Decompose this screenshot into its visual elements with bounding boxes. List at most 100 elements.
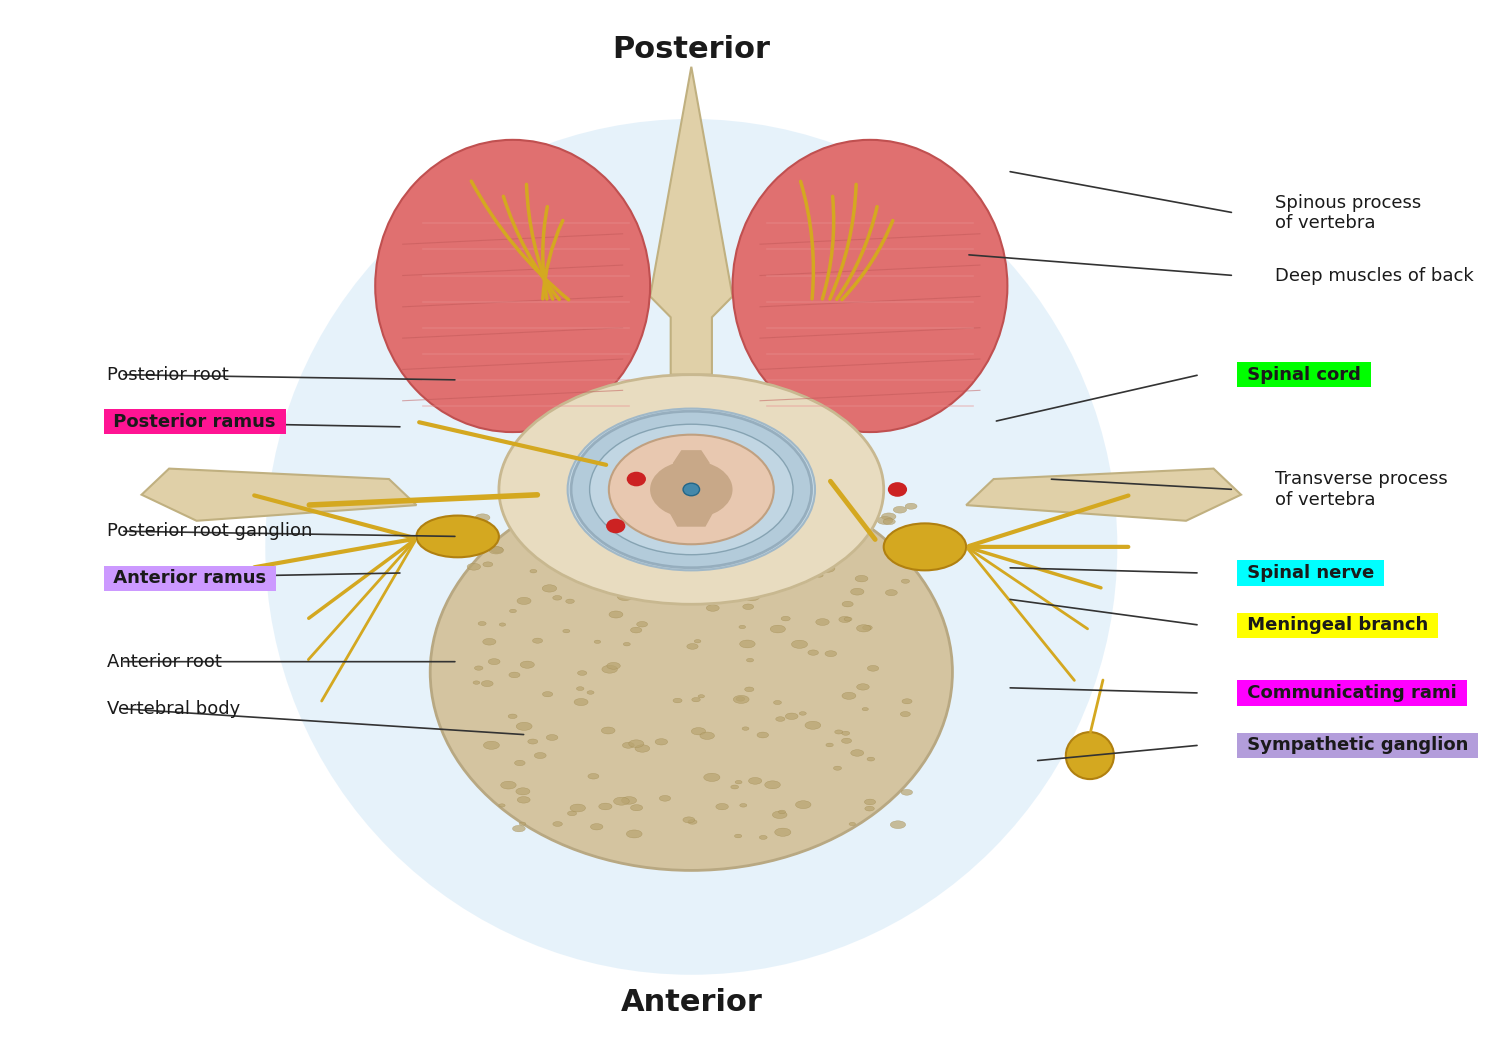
Ellipse shape: [650, 461, 732, 519]
Ellipse shape: [862, 625, 871, 630]
Ellipse shape: [573, 511, 584, 517]
Ellipse shape: [626, 585, 632, 588]
Ellipse shape: [786, 713, 798, 720]
Ellipse shape: [570, 804, 585, 812]
Ellipse shape: [534, 752, 546, 758]
Ellipse shape: [554, 822, 562, 827]
Ellipse shape: [734, 695, 748, 704]
Ellipse shape: [827, 519, 840, 525]
Ellipse shape: [704, 773, 720, 782]
Ellipse shape: [827, 743, 834, 747]
Ellipse shape: [884, 524, 966, 570]
Ellipse shape: [730, 785, 738, 789]
Ellipse shape: [816, 540, 827, 544]
Ellipse shape: [602, 727, 615, 734]
Ellipse shape: [688, 820, 698, 824]
Ellipse shape: [904, 503, 916, 509]
Ellipse shape: [516, 788, 530, 795]
Ellipse shape: [552, 595, 562, 600]
Ellipse shape: [765, 781, 780, 789]
Ellipse shape: [782, 616, 790, 621]
Ellipse shape: [509, 714, 518, 719]
Ellipse shape: [850, 750, 864, 756]
Ellipse shape: [747, 659, 753, 662]
Polygon shape: [966, 468, 1240, 521]
Text: Posterior ramus: Posterior ramus: [106, 412, 282, 430]
Ellipse shape: [732, 140, 1008, 432]
Ellipse shape: [543, 691, 552, 696]
Ellipse shape: [770, 625, 786, 633]
Ellipse shape: [682, 508, 692, 512]
Ellipse shape: [821, 565, 836, 572]
Ellipse shape: [651, 512, 668, 521]
Ellipse shape: [518, 598, 531, 605]
Text: Anterior: Anterior: [621, 988, 762, 1016]
Text: Spinal nerve: Spinal nerve: [1240, 564, 1380, 582]
Ellipse shape: [417, 515, 500, 558]
Ellipse shape: [891, 554, 906, 562]
Ellipse shape: [740, 804, 747, 807]
Ellipse shape: [878, 517, 892, 525]
Ellipse shape: [516, 723, 532, 730]
Ellipse shape: [375, 140, 650, 432]
Ellipse shape: [742, 604, 753, 609]
Ellipse shape: [528, 739, 538, 744]
Ellipse shape: [660, 795, 670, 802]
Text: Spinal cord: Spinal cord: [1240, 366, 1366, 384]
Ellipse shape: [500, 623, 506, 626]
Ellipse shape: [867, 757, 874, 761]
Ellipse shape: [1066, 732, 1114, 780]
Ellipse shape: [546, 734, 558, 741]
Text: Sympathetic ganglion: Sympathetic ganglion: [1240, 736, 1474, 754]
Ellipse shape: [500, 375, 884, 604]
Ellipse shape: [630, 627, 642, 633]
Ellipse shape: [476, 513, 490, 522]
Ellipse shape: [598, 803, 612, 810]
Ellipse shape: [638, 524, 645, 528]
Ellipse shape: [688, 561, 699, 566]
Ellipse shape: [567, 408, 814, 570]
Text: Vertebral body: Vertebral body: [106, 700, 240, 717]
Ellipse shape: [842, 739, 852, 744]
Ellipse shape: [716, 804, 729, 810]
Ellipse shape: [687, 644, 698, 649]
Ellipse shape: [694, 640, 700, 643]
Ellipse shape: [668, 574, 676, 579]
Ellipse shape: [828, 550, 834, 553]
Ellipse shape: [902, 579, 909, 583]
Text: Anterior root: Anterior root: [106, 652, 222, 671]
Ellipse shape: [562, 629, 570, 633]
Text: Anterior ramus: Anterior ramus: [106, 569, 273, 587]
Ellipse shape: [572, 411, 812, 568]
Ellipse shape: [520, 661, 534, 668]
Ellipse shape: [808, 650, 819, 655]
Ellipse shape: [614, 797, 630, 805]
Ellipse shape: [519, 822, 526, 826]
Ellipse shape: [266, 119, 1118, 975]
Ellipse shape: [594, 640, 600, 644]
Ellipse shape: [772, 811, 788, 818]
Ellipse shape: [513, 826, 525, 832]
Ellipse shape: [509, 672, 520, 677]
Ellipse shape: [630, 519, 644, 525]
Ellipse shape: [800, 711, 807, 715]
Ellipse shape: [790, 568, 800, 573]
Ellipse shape: [712, 579, 724, 585]
Ellipse shape: [692, 697, 700, 702]
Ellipse shape: [430, 473, 952, 870]
Ellipse shape: [698, 694, 705, 697]
Ellipse shape: [586, 691, 594, 694]
Ellipse shape: [902, 699, 912, 704]
Ellipse shape: [742, 727, 748, 730]
Ellipse shape: [890, 534, 898, 539]
Ellipse shape: [740, 625, 746, 629]
Polygon shape: [141, 468, 417, 521]
Ellipse shape: [474, 666, 483, 670]
Circle shape: [627, 471, 646, 486]
Ellipse shape: [548, 538, 560, 544]
Ellipse shape: [804, 522, 820, 529]
Ellipse shape: [567, 515, 573, 519]
Ellipse shape: [758, 732, 768, 737]
Ellipse shape: [478, 622, 486, 626]
Ellipse shape: [706, 522, 717, 527]
